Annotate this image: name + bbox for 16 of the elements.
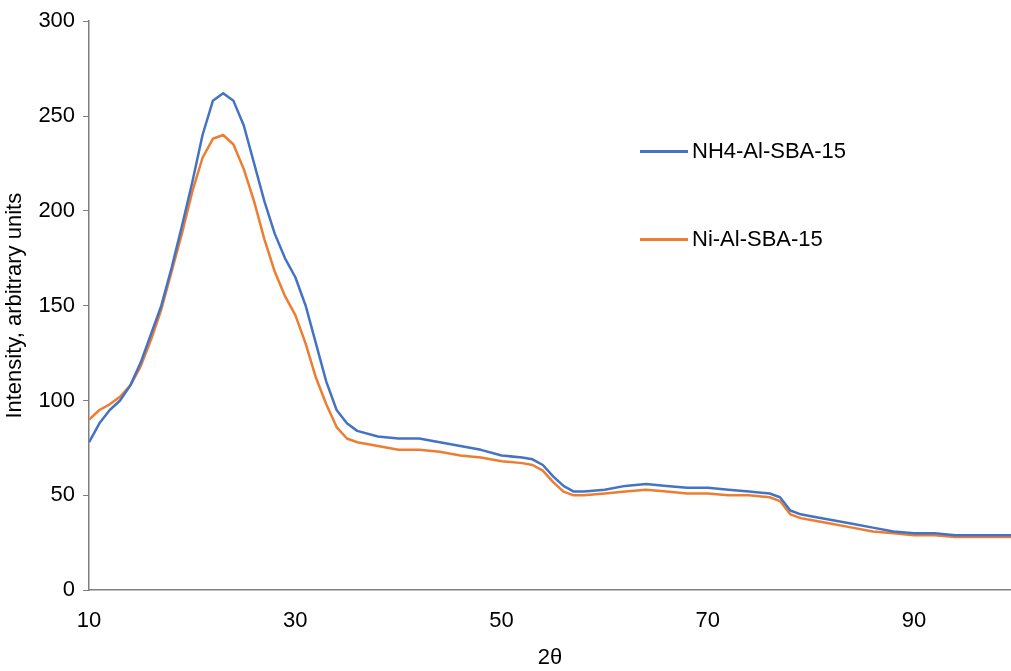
x-tick-label: 10 xyxy=(76,607,102,633)
legend-label: Ni-Al-SBA-15 xyxy=(692,226,823,252)
y-tick-label: 250 xyxy=(38,102,76,128)
y-axis-title: Intensity, arbitrary units xyxy=(1,192,27,419)
y-tick-label: 150 xyxy=(38,291,76,317)
x-tick-label: 70 xyxy=(695,607,721,633)
y-tick-label: 300 xyxy=(38,7,76,33)
y-tick-label: 100 xyxy=(38,386,76,412)
legend-label: NH4-Al-SBA-15 xyxy=(692,138,847,164)
y-tick-label: 200 xyxy=(38,196,76,222)
y-tick-label: 0 xyxy=(62,576,76,602)
x-tick-label: 90 xyxy=(901,607,927,633)
y-tick-label: 50 xyxy=(50,481,76,507)
x-tick-label: 30 xyxy=(283,607,308,633)
x-tick-label: 50 xyxy=(489,607,514,633)
x-axis-title: 2θ xyxy=(537,643,563,669)
